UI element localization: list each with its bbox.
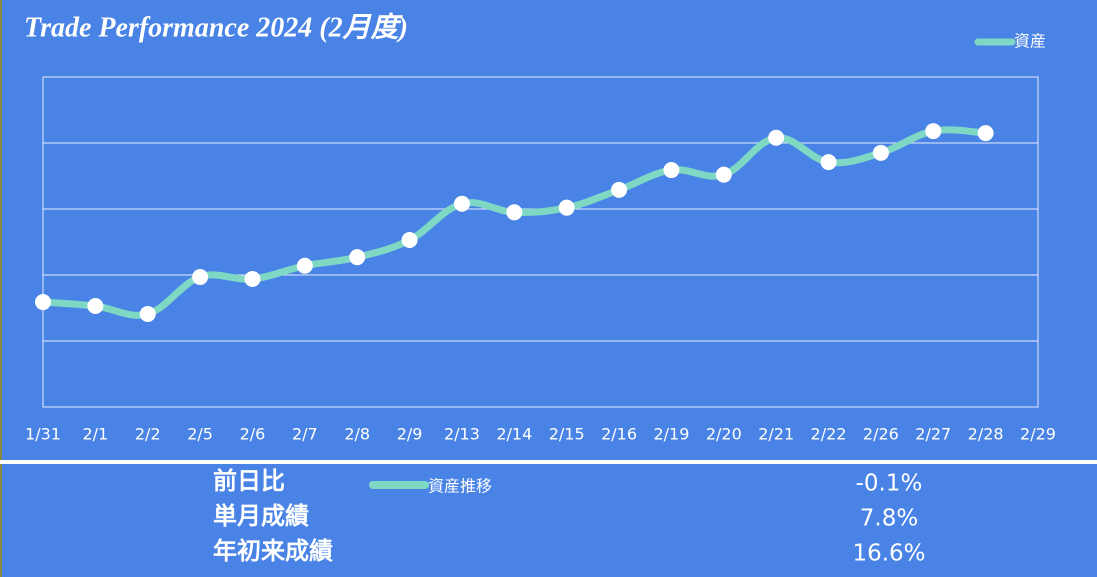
x-tick-label: 2/2 bbox=[135, 425, 161, 444]
summary-value: 7.8% bbox=[860, 506, 918, 532]
marker bbox=[244, 270, 261, 287]
x-tick-label: 2/19 bbox=[653, 425, 689, 444]
x-tick-label: 2/9 bbox=[397, 425, 423, 444]
x-tick-label: 2/27 bbox=[915, 425, 951, 444]
summary-label: 単月成績 bbox=[213, 502, 309, 530]
marker bbox=[611, 181, 628, 198]
x-tick-label: 2/16 bbox=[601, 425, 637, 444]
edge bbox=[0, 0, 2, 577]
summary-label: 前日比 bbox=[213, 467, 285, 495]
x-tick-label: 2/14 bbox=[496, 425, 532, 444]
marker bbox=[820, 154, 837, 171]
x-tick-label: 2/29 bbox=[1020, 425, 1056, 444]
marker bbox=[453, 195, 470, 212]
marker bbox=[87, 298, 104, 315]
x-tick-label: 2/20 bbox=[706, 425, 742, 444]
marker bbox=[872, 144, 889, 161]
summary-value: -0.1% bbox=[856, 471, 923, 497]
marker bbox=[296, 257, 313, 274]
x-tick-label: 2/1 bbox=[82, 425, 108, 444]
marker bbox=[401, 232, 418, 249]
legend-label: 資産 bbox=[1014, 32, 1046, 51]
x-tick-label: 2/5 bbox=[187, 425, 213, 444]
summary-value: 16.6% bbox=[852, 541, 925, 567]
x-tick-label: 2/6 bbox=[240, 425, 266, 444]
marker bbox=[925, 123, 942, 140]
summary-label: 年初来成績 bbox=[213, 537, 333, 565]
x-tick-label: 2/13 bbox=[444, 425, 480, 444]
x-tick-label: 2/15 bbox=[549, 425, 585, 444]
marker bbox=[715, 166, 732, 183]
marker bbox=[192, 268, 209, 285]
marker bbox=[349, 249, 366, 266]
marker bbox=[977, 125, 994, 142]
chart-title: Trade Performance 2024 (2月度) bbox=[24, 11, 408, 43]
marker bbox=[768, 129, 785, 146]
x-tick-label: 2/7 bbox=[292, 425, 318, 444]
x-tick-label: 1/31 bbox=[25, 425, 61, 444]
summary-legend-label: 資産推移 bbox=[428, 477, 492, 496]
marker bbox=[139, 305, 156, 322]
x-tick-label: 2/8 bbox=[344, 425, 370, 444]
x-tick-label: 2/28 bbox=[968, 425, 1004, 444]
x-tick-label: 2/26 bbox=[863, 425, 899, 444]
x-tick-label: 2/21 bbox=[758, 425, 794, 444]
x-tick-label: 2/22 bbox=[811, 425, 847, 444]
marker bbox=[558, 199, 575, 216]
marker bbox=[663, 162, 680, 179]
divider bbox=[0, 460, 1097, 464]
marker bbox=[506, 204, 523, 221]
marker bbox=[35, 294, 51, 311]
